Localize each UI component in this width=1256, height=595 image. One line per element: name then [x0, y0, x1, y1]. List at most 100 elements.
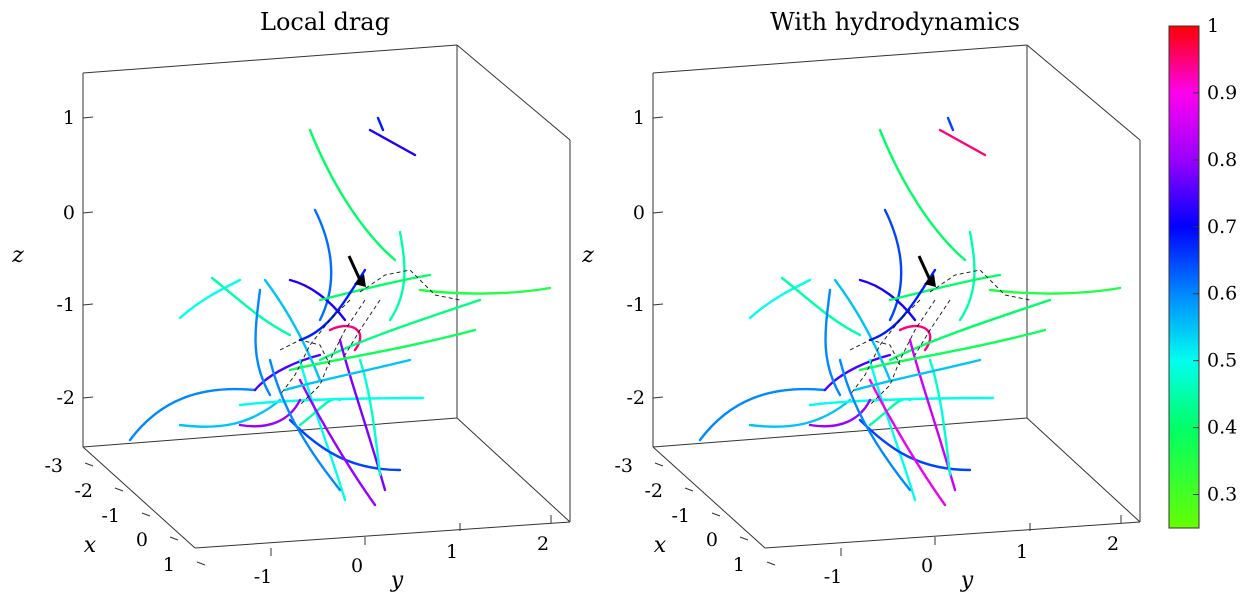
x-tick-label: 1: [163, 554, 175, 576]
colorbar-tick-label: 0.9: [1207, 82, 1237, 104]
x-tick-mark: [84, 462, 94, 467]
filament-line: [308, 128, 397, 262]
filament-line: [254, 288, 272, 397]
filament-line: [210, 276, 292, 337]
z-tick-mark: [82, 116, 94, 119]
x-tick-label: 0: [136, 529, 148, 551]
x-tick-mark: [141, 512, 151, 517]
y-tick-label: 2: [1107, 533, 1119, 555]
filament-line: [808, 396, 995, 407]
z-tick-label: -2: [626, 387, 645, 409]
filaments: [698, 116, 1122, 507]
filament-line: [318, 273, 432, 302]
filament-line: [898, 324, 932, 352]
axis-box-edge: [652, 44, 1028, 74]
filament-line: [288, 328, 477, 372]
y-tick-label: 0: [351, 555, 363, 577]
axis-box-edge: [1026, 44, 1141, 141]
filament-line: [938, 128, 987, 157]
x-tick-label: -2: [644, 480, 663, 502]
axis-box-edge: [456, 44, 571, 141]
filament-line: [888, 298, 1052, 362]
filament-line: [283, 358, 412, 392]
filament-line: [698, 387, 827, 442]
axis-box-edge: [82, 446, 196, 549]
y-tick-label: 1: [446, 541, 458, 563]
z-axis-label: z: [581, 243, 594, 268]
filament-line: [298, 378, 377, 507]
filament-line: [868, 358, 917, 502]
x-tick-label: -1: [101, 505, 120, 527]
dashed-frame-line: [869, 299, 936, 406]
filament-line: [253, 353, 322, 392]
colorbar-tick-label: 0.5: [1207, 350, 1237, 372]
filament-line: [268, 358, 342, 492]
z-tick-mark: [652, 303, 664, 306]
z-tick-mark: [82, 396, 94, 399]
filaments: [128, 116, 552, 507]
filament-line: [823, 353, 892, 392]
filament-line: [388, 230, 406, 322]
axis-box-edge: [194, 521, 571, 549]
z-tick-label: -1: [56, 294, 75, 316]
colorbar: 1 0.9 0.8 0.7 0.6 0.5 0.4 0.3: [1168, 15, 1237, 529]
filament-line: [376, 116, 385, 132]
axis-box-edge: [652, 446, 766, 549]
axis-box-edge: [456, 417, 571, 523]
x-tick-label: 0: [706, 529, 718, 551]
dashed-frame-line: [929, 269, 1031, 301]
x-tick-mark: [114, 487, 124, 492]
x-tick-label: -3: [44, 455, 63, 477]
colorbar-tick-label: 0.8: [1207, 149, 1237, 171]
filament-line: [858, 418, 972, 472]
x-tick-label: -2: [74, 480, 93, 502]
x-tick-mark: [766, 561, 776, 566]
filament-line: [838, 358, 912, 492]
dashed-frame-line: [914, 299, 951, 356]
filament-line: [178, 398, 282, 428]
x-axis-label: x: [84, 533, 97, 558]
filament-line: [368, 128, 417, 157]
filament-line: [178, 278, 242, 320]
filament-line: [878, 128, 967, 262]
z-tick-mark: [652, 396, 664, 399]
filament-line: [808, 398, 872, 428]
axis-box-edge: [1026, 417, 1141, 523]
axis-box-edge: [764, 521, 1141, 549]
filament-line: [238, 396, 425, 407]
filament-line: [958, 230, 976, 322]
x-tick-mark: [196, 561, 206, 566]
filament-line: [853, 358, 982, 392]
colorbar-tick-label: 0.3: [1207, 484, 1237, 506]
filament-line: [128, 387, 257, 442]
filament-line: [858, 328, 1047, 372]
y-tick-label: -1: [824, 566, 843, 588]
filament-line: [298, 358, 347, 502]
x-tick-mark: [654, 462, 664, 467]
chart-title: With hydrodynamics: [770, 8, 1020, 36]
colorbar-tick-label: 1: [1207, 15, 1219, 37]
z-tick-mark: [652, 116, 664, 119]
z-tick-mark: [82, 303, 94, 306]
x-tick-mark: [169, 536, 179, 541]
z-tick-label: -2: [56, 387, 75, 409]
z-tick-mark: [82, 211, 94, 214]
filament-line: [883, 208, 903, 322]
colorbar-tick-label: 0.4: [1207, 417, 1237, 439]
y-axis-label: y: [960, 568, 974, 593]
x-tick-label: 1: [733, 554, 745, 576]
filament-line: [238, 398, 302, 428]
colorbar-tick-label: 0.7: [1207, 216, 1237, 238]
filament-line: [288, 278, 347, 322]
chart-title: Local drag: [260, 8, 390, 36]
filament-line: [418, 286, 552, 295]
filament-line: [748, 278, 812, 320]
z-tick-label: 0: [633, 202, 645, 224]
filament-line: [288, 418, 402, 472]
colorbar-gradient: [1168, 25, 1200, 529]
y-axis-label: y: [390, 568, 404, 593]
dashed-frame-line: [299, 299, 366, 406]
z-tick-label: 1: [63, 107, 75, 129]
